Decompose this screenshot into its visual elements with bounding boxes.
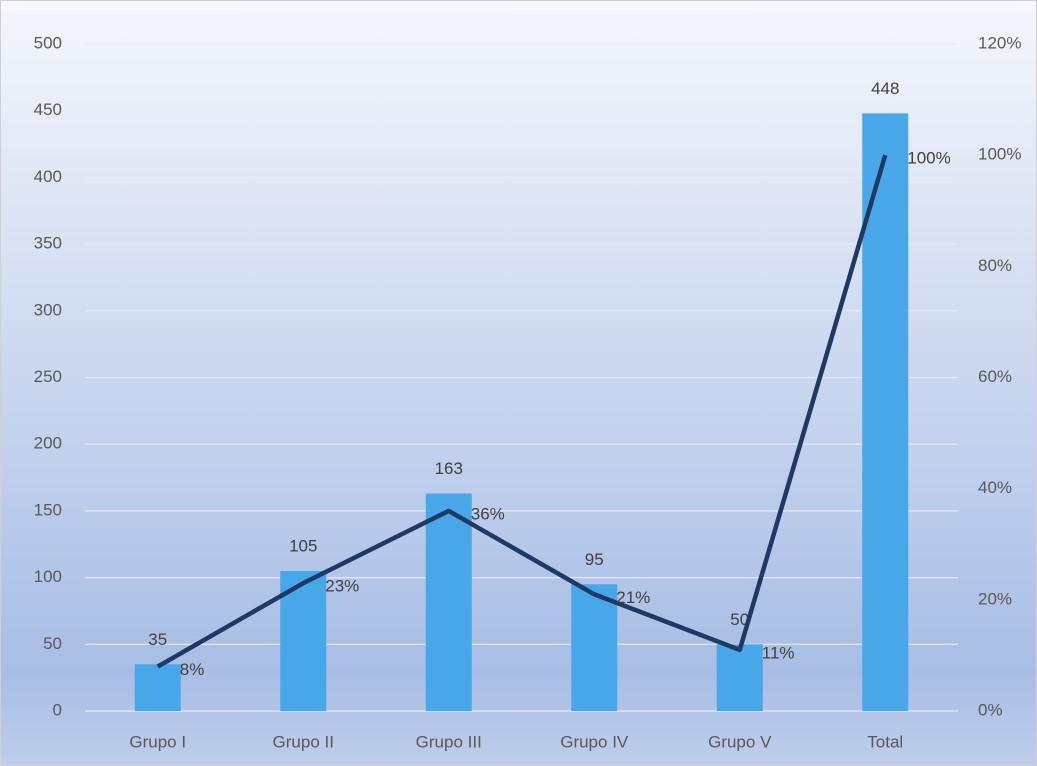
y-tick-label: 400: [34, 167, 62, 186]
line-data-label: 11%: [762, 643, 795, 662]
x-tick-label: Grupo V: [708, 732, 772, 751]
y-tick-label: 100: [34, 567, 62, 586]
x-tick-label: Total: [867, 732, 903, 751]
y2-tick-label: 120%: [978, 33, 1021, 52]
line-data-label: 23%: [325, 577, 359, 596]
y2-tick-label: 80%: [978, 256, 1012, 275]
line-data-label: 36%: [471, 504, 505, 523]
y-tick-label: 350: [34, 234, 62, 253]
y2-tick-label: 40%: [978, 478, 1012, 497]
bar: [134, 664, 181, 711]
x-tick-label: Grupo I: [129, 732, 186, 751]
data-label: 448: [871, 79, 899, 98]
y-tick-label: 450: [34, 100, 62, 119]
data-label: 105: [289, 536, 317, 555]
x-tick-label: Grupo II: [273, 732, 334, 751]
y-tick-label: 500: [34, 33, 62, 52]
x-tick-label: Grupo IV: [560, 732, 629, 751]
line-data-label: 100%: [907, 149, 950, 168]
data-label: 50: [730, 610, 749, 629]
line-data-label: 8%: [180, 660, 205, 679]
data-label: 95: [585, 550, 604, 569]
y2-tick-label: 20%: [978, 589, 1012, 608]
y2-tick-label: 60%: [978, 367, 1012, 386]
data-label: 163: [435, 459, 463, 478]
line: [156, 154, 888, 669]
bar: [425, 493, 472, 711]
line-data-label: 21%: [616, 588, 650, 607]
y-tick-label: 250: [34, 367, 62, 386]
y-tick-label: 150: [34, 500, 62, 519]
y-tick-label: 200: [34, 434, 62, 453]
y-tick-label: 0: [53, 700, 62, 719]
y-tick-label: 300: [34, 300, 62, 319]
bar: [716, 644, 763, 711]
y2-tick-label: 100%: [978, 145, 1021, 164]
bar: [571, 584, 618, 711]
data-label: 35: [148, 630, 167, 649]
y-tick-label: 50: [43, 634, 62, 653]
y2-tick-label: 0%: [978, 700, 1003, 719]
x-tick-label: Grupo III: [416, 732, 482, 751]
